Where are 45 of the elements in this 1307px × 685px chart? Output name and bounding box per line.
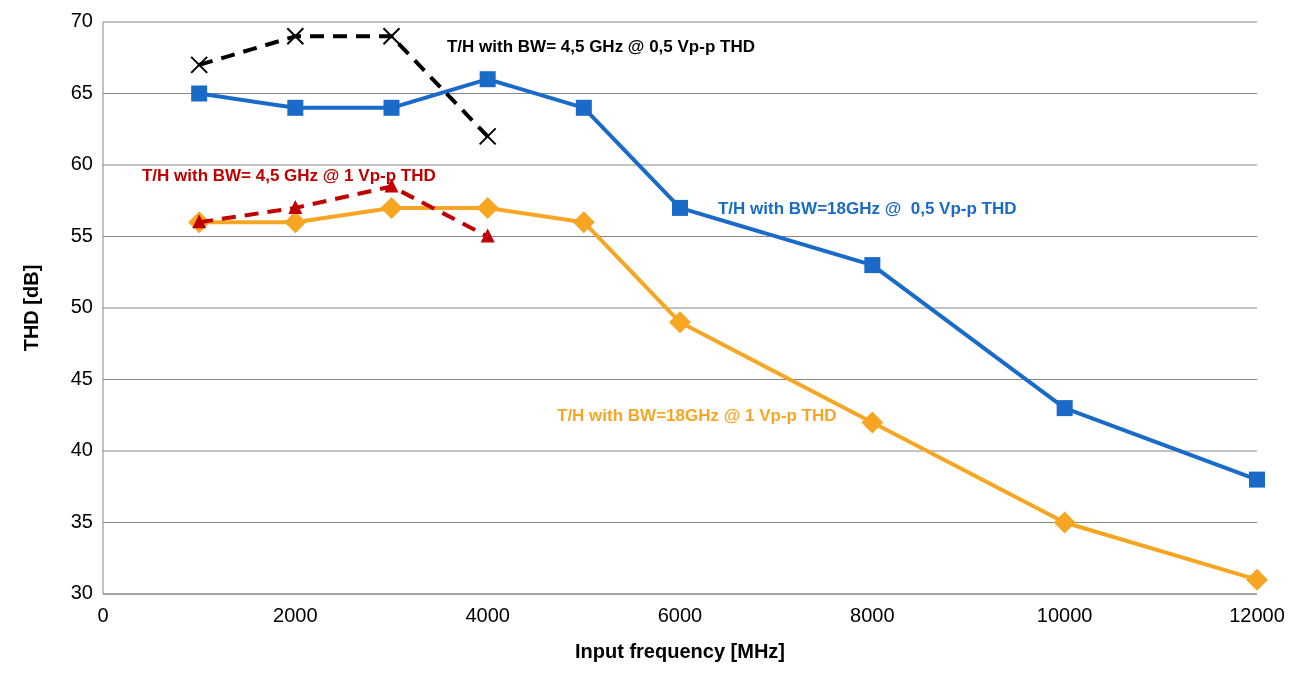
- point: [480, 228, 495, 243]
- point: [191, 85, 208, 102]
- point: [572, 211, 595, 234]
- point: [575, 99, 592, 116]
- point: [286, 27, 305, 46]
- point: [861, 411, 884, 434]
- series-label: T/H with BW= 4,5 GHz @ 1 Vp-p THD: [141, 165, 436, 185]
- x-tick-label: 0: [97, 604, 109, 626]
- point: [1056, 400, 1073, 417]
- point: [287, 99, 304, 116]
- y-tick-label: 60: [70, 152, 93, 175]
- series-label: T/H with BW=18GHz @ 0,5 Vp-p THD: [717, 198, 1017, 218]
- point: [382, 27, 401, 46]
- y-tick-label: 65: [70, 80, 93, 103]
- y-axis-title: THD [dB]: [20, 264, 42, 352]
- point: [864, 257, 881, 274]
- y-tick-label: 35: [70, 509, 93, 532]
- x-tick-label: 6000: [657, 604, 703, 626]
- y-tick-label: 30: [70, 581, 93, 604]
- point: [288, 199, 303, 214]
- point: [190, 55, 209, 74]
- point: [669, 311, 691, 334]
- x-tick-label: 8000: [850, 604, 895, 626]
- x-tick-label: 10000: [1036, 604, 1093, 626]
- x-tick-label: 2000: [273, 604, 318, 626]
- point: [479, 71, 496, 88]
- series-label: T/H with BW=18GHz @ 1 Vp-p THD: [557, 406, 837, 426]
- y-tick-label: 40: [70, 438, 93, 461]
- y-tick-label: 70: [70, 9, 93, 32]
- y-tick-label: 55: [70, 223, 93, 246]
- point: [380, 196, 403, 219]
- point: [383, 99, 400, 116]
- point: [672, 199, 688, 216]
- point: [476, 196, 499, 219]
- point: [1249, 471, 1265, 488]
- x-axis-title: Input frequency [MHz]: [575, 640, 785, 662]
- point: [1246, 568, 1268, 591]
- series-label: T/H with BW= 4,5 GHz @ 0,5 Vp-p THD: [446, 37, 755, 57]
- point: [1053, 511, 1076, 534]
- x-tick-label: 4000: [465, 604, 510, 626]
- y-tick-label: 45: [70, 366, 93, 389]
- y-tick-label: 50: [70, 295, 93, 318]
- point: [284, 211, 307, 234]
- x-tick-label: 12000: [1229, 604, 1285, 626]
- point: [478, 127, 497, 146]
